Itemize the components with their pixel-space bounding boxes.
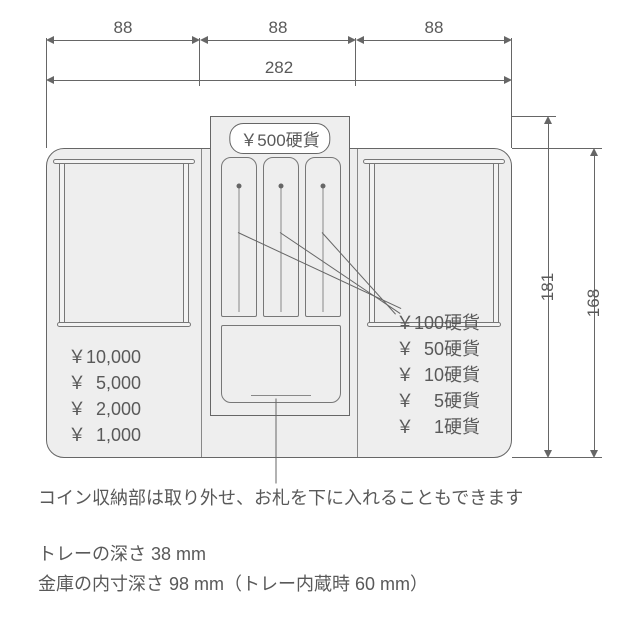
- coin-tube-2: [263, 157, 299, 317]
- divider-right: [357, 149, 358, 457]
- coin-50: ￥ 50硬貨: [396, 336, 480, 362]
- coin-5: ￥ 5硬貨: [396, 388, 480, 414]
- caption-tray-depth: トレーの深さ 38 mm: [38, 540, 206, 566]
- coin-100: ￥100硬貨: [396, 310, 480, 336]
- dim-168-label: 168: [584, 289, 604, 317]
- bill-rod-left-bottom: [57, 322, 191, 327]
- dim-88-1-label: 88: [46, 18, 200, 38]
- coin-denominations: ￥100硬貨 ￥ 50硬貨 ￥ 10硬貨 ￥ 5硬貨 ￥ 1硬貨: [396, 310, 480, 440]
- bill-2000: ￥ 2,000: [68, 396, 141, 422]
- dim-282-label: 282: [46, 58, 512, 78]
- bill-denominations: ￥10,000 ￥ 5,000 ￥ 2,000 ￥ 1,000: [68, 344, 141, 448]
- dim-88-2-label: 88: [200, 18, 356, 38]
- caption-coin-removable: コイン収納部は取り外せ、お札を下に入れることもできます: [38, 484, 523, 510]
- dim-181-label: 181: [538, 273, 558, 301]
- dim-88-3-label: 88: [356, 18, 512, 38]
- coin-tube-3: [305, 157, 341, 317]
- bill-5000: ￥ 5,000: [68, 370, 141, 396]
- divider-left: [201, 149, 202, 457]
- coin-pocket: [221, 325, 341, 403]
- caption-safe-depth: 金庫の内寸深さ 98 mm（トレー内蔵時 60 mm）: [38, 570, 428, 596]
- bill-rod-right: [363, 159, 505, 164]
- coin-1: ￥ 1硬貨: [396, 414, 480, 440]
- coin-10: ￥ 10硬貨: [396, 362, 480, 388]
- coin-header-label: ￥500硬貨: [229, 123, 330, 154]
- coin-tube-1: [221, 157, 257, 317]
- bill-1000: ￥ 1,000: [68, 422, 141, 448]
- bill-rod-left: [53, 159, 195, 164]
- bill-10000: ￥10,000: [68, 344, 141, 370]
- leader-caption: [276, 399, 277, 484]
